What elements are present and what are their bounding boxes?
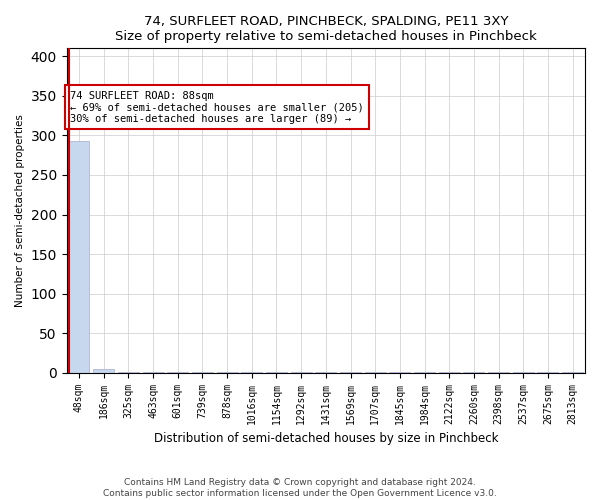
Bar — [562, 372, 583, 373]
Bar — [68, 141, 89, 373]
Bar — [316, 372, 337, 373]
Bar — [340, 372, 361, 373]
Bar — [513, 372, 534, 373]
Y-axis label: Number of semi-detached properties: Number of semi-detached properties — [15, 114, 25, 307]
Bar — [241, 372, 262, 373]
Bar — [414, 372, 435, 373]
Bar — [439, 372, 460, 373]
Bar — [389, 372, 410, 373]
Bar — [365, 372, 386, 373]
Text: Contains HM Land Registry data © Crown copyright and database right 2024.
Contai: Contains HM Land Registry data © Crown c… — [103, 478, 497, 498]
Text: 74 SURFLEET ROAD: 88sqm
← 69% of semi-detached houses are smaller (205)
30% of s: 74 SURFLEET ROAD: 88sqm ← 69% of semi-de… — [70, 90, 364, 124]
Bar — [217, 372, 238, 373]
Bar — [143, 372, 164, 373]
Bar — [93, 369, 114, 373]
Bar — [463, 372, 484, 373]
Bar — [118, 372, 139, 373]
Bar — [538, 372, 559, 373]
Bar — [266, 372, 287, 373]
Bar — [488, 372, 509, 373]
Bar — [290, 372, 311, 373]
Bar — [167, 372, 188, 373]
X-axis label: Distribution of semi-detached houses by size in Pinchbeck: Distribution of semi-detached houses by … — [154, 432, 498, 445]
Title: 74, SURFLEET ROAD, PINCHBECK, SPALDING, PE11 3XY
Size of property relative to se: 74, SURFLEET ROAD, PINCHBECK, SPALDING, … — [115, 15, 537, 43]
Bar — [192, 372, 213, 373]
